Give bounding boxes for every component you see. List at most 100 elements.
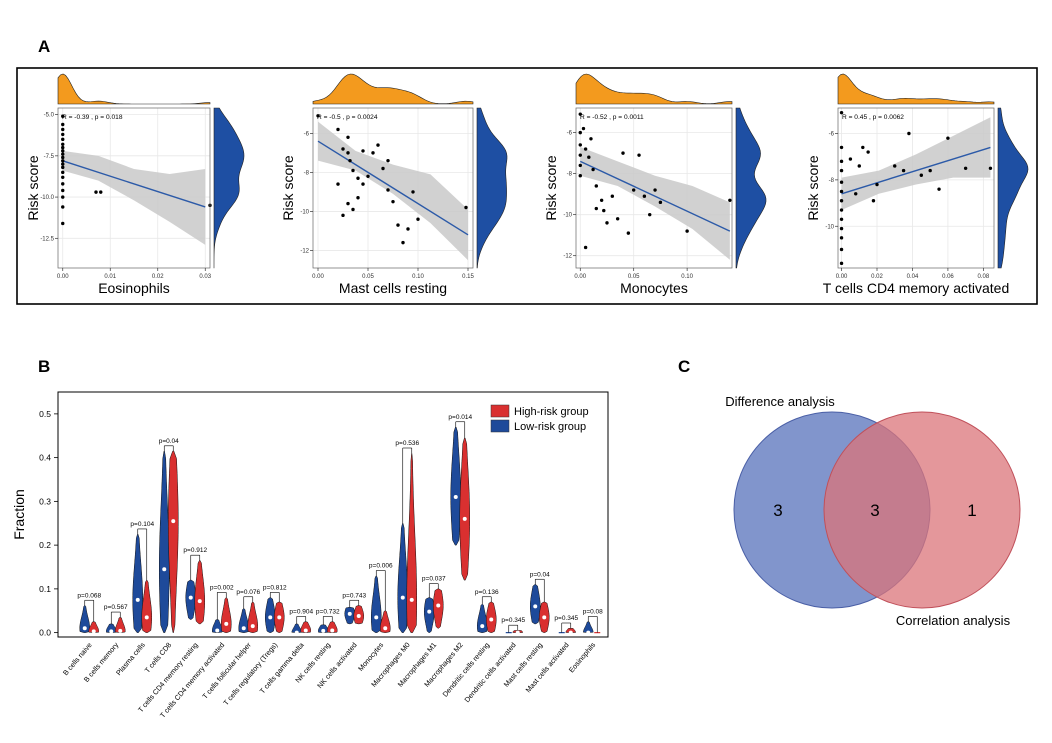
violin-low-risk-median: [162, 567, 167, 572]
legend-swatch: [490, 419, 510, 433]
data-point: [839, 145, 844, 150]
panel-c-venn-diagram: 3 3 1 Difference analysis Correlation analys…: [725, 394, 1021, 628]
marginal-density-y: [476, 107, 508, 269]
p-value-label: p=0.04: [530, 571, 550, 578]
violin-high-risk-median: [91, 629, 96, 634]
violin-low-risk-median: [82, 626, 87, 631]
p-value-label: p=0.068: [77, 592, 101, 599]
x-axis-label: Eosinophils: [98, 280, 170, 296]
y-tick-label: -8: [829, 178, 835, 184]
data-point: [61, 162, 65, 166]
data-point: [341, 213, 345, 218]
venn-count-intersection: 3: [870, 501, 879, 520]
violin-clip-group: [79, 421, 601, 635]
data-point: [591, 167, 595, 172]
violin-high-risk: [565, 628, 577, 633]
y-tick-label: -8: [567, 172, 573, 178]
panel-label-b: B: [38, 357, 50, 376]
data-point: [839, 217, 844, 222]
x-tick-label: 0.10: [681, 274, 693, 280]
y-axis-label: Fraction: [11, 489, 27, 540]
data-point: [464, 205, 468, 210]
data-point: [685, 229, 689, 233]
category-label: T cells follicular helper: [200, 640, 253, 701]
violin-high-risk-median: [118, 628, 123, 633]
p-value-label: p=0.536: [395, 440, 419, 447]
data-point: [366, 174, 370, 178]
data-point: [581, 126, 586, 131]
data-point: [988, 166, 993, 170]
data-point: [594, 206, 599, 211]
data-point: [416, 217, 420, 221]
violin-high-risk: [88, 621, 99, 633]
category-label: Eosinophils: [567, 640, 598, 674]
p-value-label: p=0.904: [289, 608, 313, 615]
y-tick-label: 0.0: [39, 628, 51, 638]
violin-low-risk: [424, 597, 435, 633]
data-point: [866, 150, 870, 154]
data-point: [901, 168, 906, 173]
y-tick-label: -6: [829, 132, 835, 138]
data-point: [589, 137, 593, 141]
data-point: [61, 149, 65, 153]
y-axis-label: Risk score: [805, 155, 821, 221]
violin-high-risk-median: [171, 519, 176, 524]
violin-high-risk-median: [224, 621, 229, 626]
data-point: [928, 168, 932, 173]
confidence-band: [580, 146, 730, 260]
data-point: [907, 131, 911, 136]
x-tick-label: 0.05: [362, 274, 374, 280]
p-value-label: p=0.002: [210, 584, 234, 591]
violin-low-risk-median: [241, 626, 246, 631]
data-point: [61, 175, 65, 179]
regression-line: [579, 160, 731, 232]
data-point: [406, 227, 410, 231]
p-value-label: p=0.345: [554, 615, 578, 622]
correlation-annotation: R = -0.52 , p = 0.0011: [580, 114, 644, 121]
violin-low-risk-median: [321, 628, 326, 633]
venn-circle-correlation: [823, 411, 1021, 609]
data-point: [351, 207, 355, 212]
y-tick-label: -5.0: [44, 113, 55, 119]
violin-high-risk-median: [409, 597, 414, 602]
p-value-label: p=0.006: [369, 563, 393, 570]
data-point: [99, 190, 103, 194]
violin-low-risk-median: [374, 615, 379, 620]
violin-high-risk-median: [303, 628, 308, 633]
data-point: [61, 145, 65, 150]
violin-low-risk-median: [533, 604, 538, 609]
data-point: [386, 158, 390, 163]
data-point: [361, 182, 365, 186]
data-point: [316, 114, 320, 118]
data-point: [336, 182, 340, 186]
y-axis-label: Risk score: [25, 155, 41, 221]
y-tick-label: -6: [567, 131, 573, 137]
p-value-label: p=0.076: [236, 589, 260, 596]
confidence-band: [318, 121, 468, 261]
data-point: [839, 261, 844, 266]
data-point: [61, 165, 65, 170]
y-tick-label: -12: [563, 254, 572, 260]
violin-high-risk-median: [383, 626, 388, 631]
data-point: [346, 135, 350, 139]
data-point: [346, 201, 350, 206]
data-point: [893, 164, 897, 168]
marginal-density-x: [312, 73, 474, 105]
marginal-density-y: [997, 107, 1029, 269]
data-point: [857, 164, 861, 168]
panel-label-c: C: [678, 357, 690, 376]
x-tick-label: 0.00: [57, 274, 69, 280]
data-point: [348, 158, 352, 163]
data-point: [839, 208, 844, 212]
data-point: [610, 194, 615, 198]
correlation-annotation: R = -0.39 , p = 0.018: [62, 114, 123, 121]
scatter-plot-4: 0.00 0.02 0.04 0.06 0.08 -6 -8 -10 R = 0.45 , p …: [805, 73, 1029, 296]
p-value-label: p=0.812: [263, 584, 287, 591]
violin-low-risk-median: [586, 630, 591, 635]
violin-high-risk-median: [330, 628, 335, 633]
data-point: [61, 137, 65, 142]
plot-border: [57, 107, 211, 269]
data-point: [919, 173, 924, 177]
data-point: [583, 245, 588, 250]
